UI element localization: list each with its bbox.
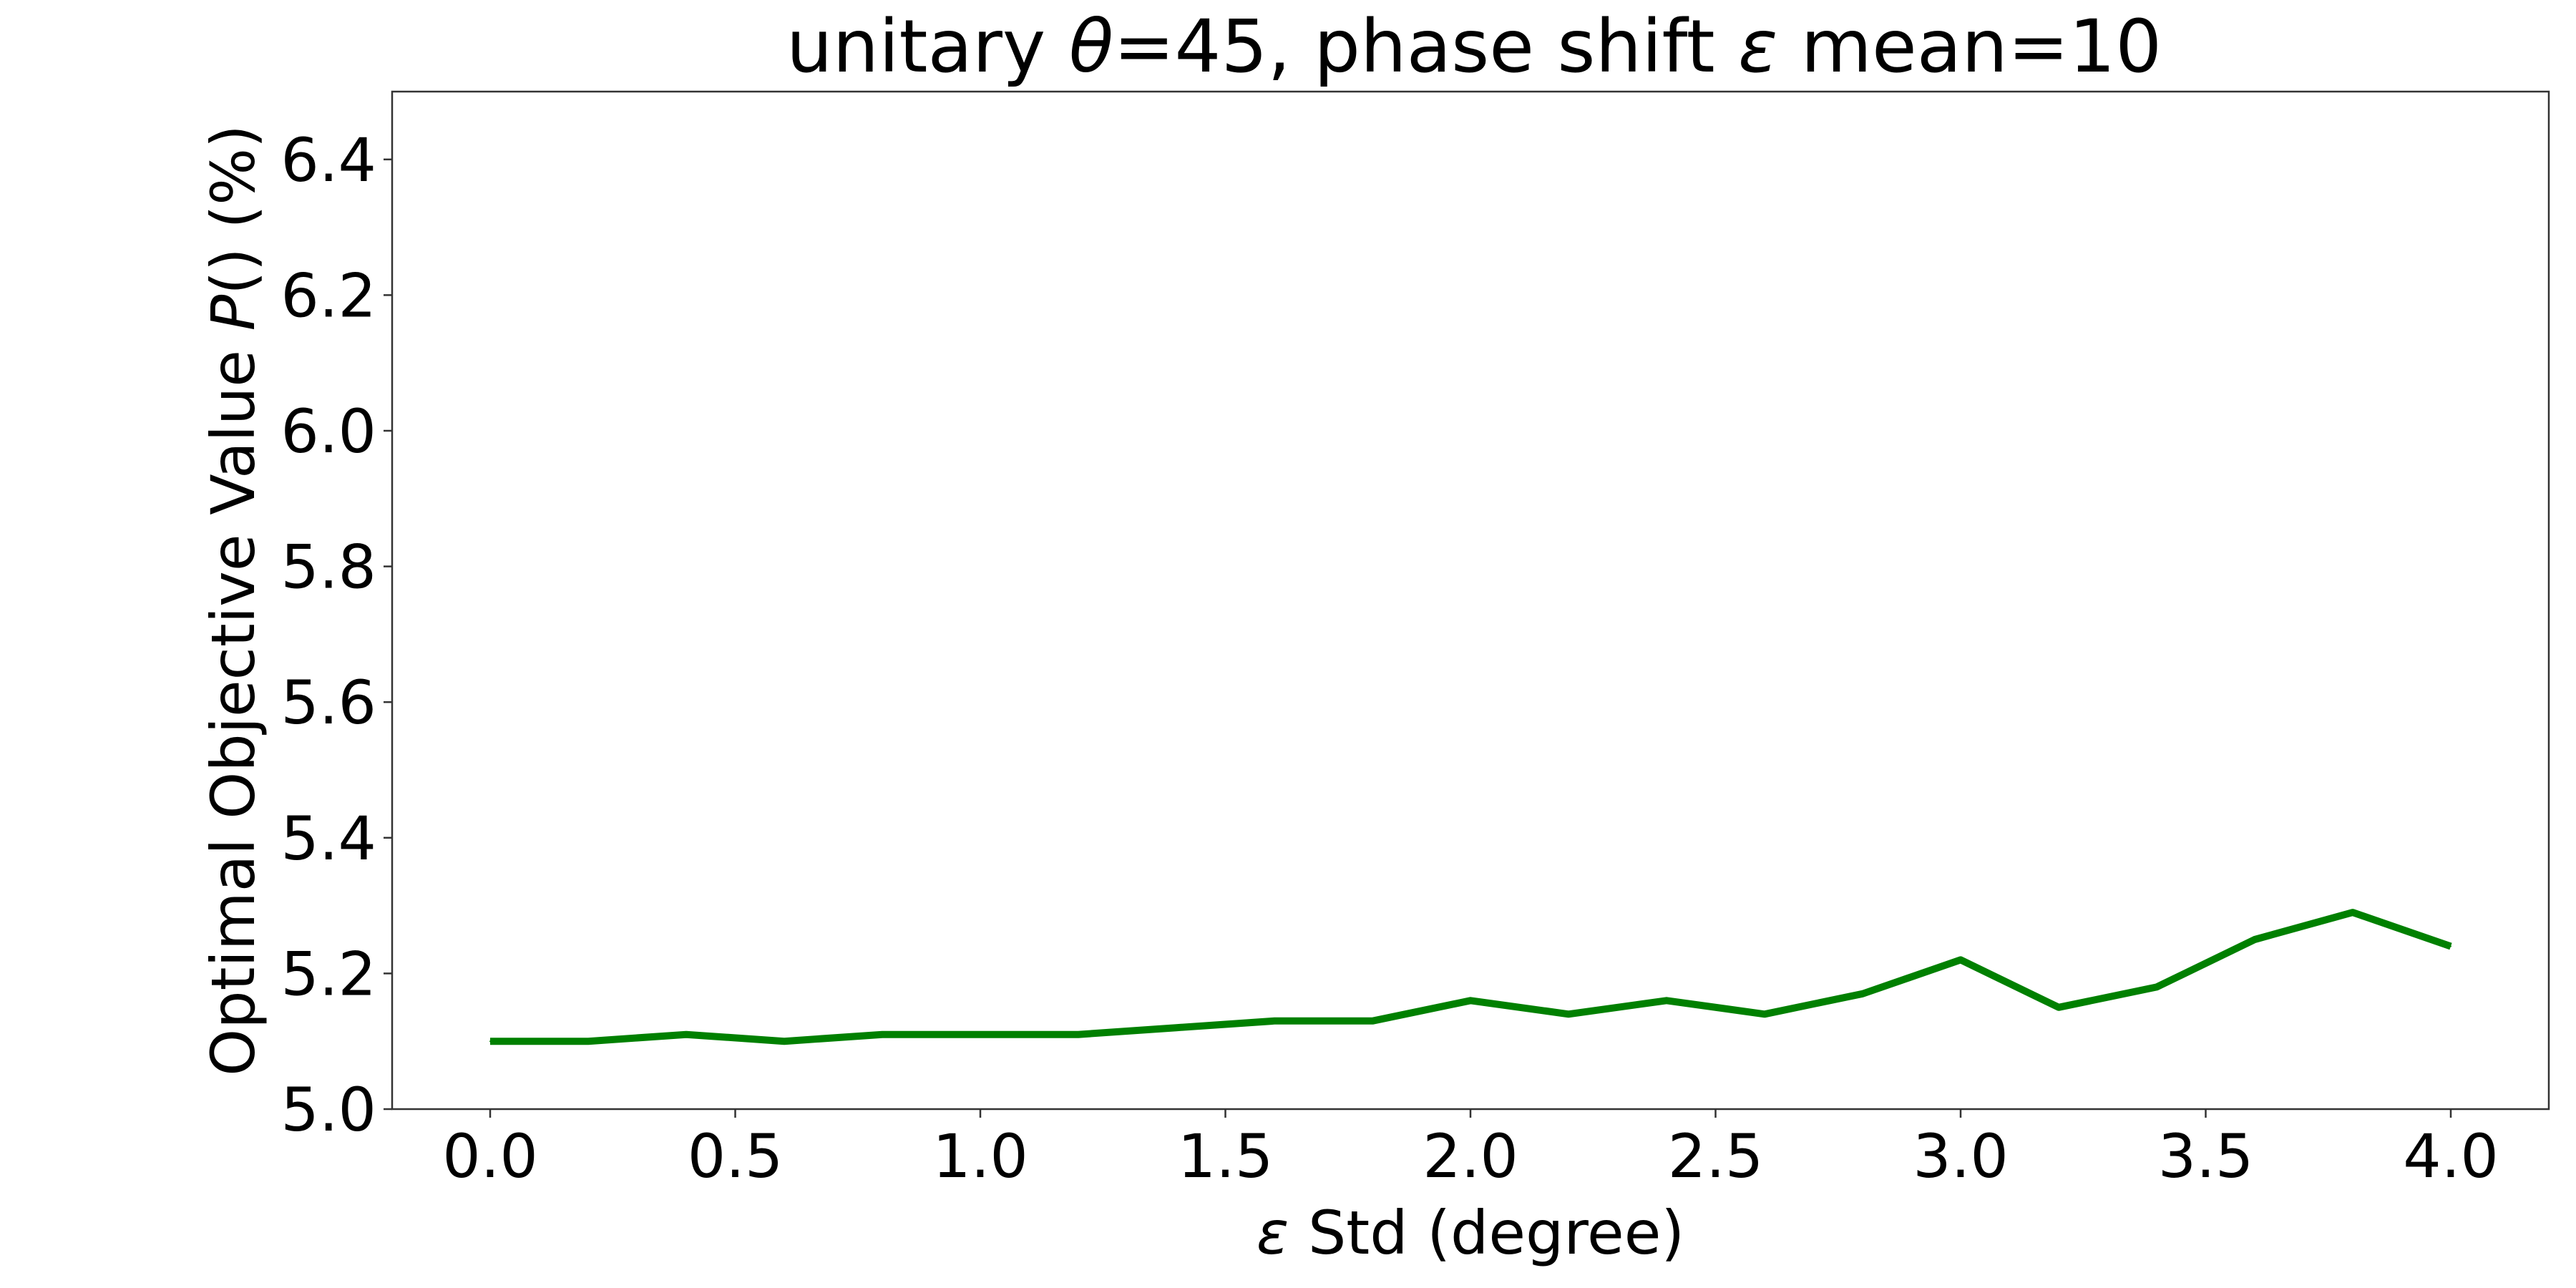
- y-tick-label: 5.6: [280, 668, 376, 738]
- series-0-point: [1960, 959, 1961, 961]
- x-tick-label: 1.5: [1178, 1121, 1274, 1191]
- y-axis-label-symbol: P: [198, 294, 268, 331]
- series-0-point: [980, 1033, 981, 1035]
- series-0-point: [2352, 912, 2353, 914]
- x-tick-label: 4.0: [2403, 1121, 2499, 1191]
- x-axis-label-text: Std (degree): [1289, 1198, 1684, 1268]
- y-tick-label: 6.0: [280, 396, 376, 467]
- chart-title-epsilon: ε: [1738, 4, 1777, 89]
- chart-title-theta: θ: [1069, 4, 1113, 89]
- series-0-point: [1078, 1033, 1079, 1035]
- series-0-point: [489, 1040, 491, 1043]
- series-0-point: [1274, 1020, 1275, 1022]
- y-tick-label: 6.4: [280, 125, 376, 195]
- series-0-point: [1764, 1013, 1765, 1015]
- y-tick-label: 5.2: [280, 939, 376, 1009]
- x-tick-label: 0.0: [442, 1121, 538, 1191]
- x-tick-label: 1.0: [932, 1121, 1028, 1191]
- series-0-point: [2450, 945, 2451, 947]
- series-0-point: [1176, 1027, 1177, 1029]
- chart-title: unitary θ=45, phase shift ε mean=10: [786, 4, 2162, 89]
- series-0-point: [1372, 1020, 1373, 1022]
- y-axis-ticks: 5.0 5.2 5.4 5.6 5.8 6.0 6.2 6.4: [280, 125, 392, 1145]
- series-0-point: [587, 1040, 589, 1043]
- series-group: [489, 909, 2452, 1045]
- series-0-point: [882, 1033, 883, 1035]
- y-axis-label-suffix: () (%): [198, 125, 268, 295]
- series-0-point: [2058, 1006, 2059, 1008]
- x-tick-label: 3.0: [1913, 1121, 2009, 1191]
- series-0-point: [2254, 939, 2255, 940]
- x-axis-label-symbol: ε: [1257, 1198, 1289, 1268]
- y-tick-label: 5.0: [280, 1075, 376, 1145]
- y-tick-label: 5.4: [280, 804, 376, 874]
- series-0-point: [1666, 1000, 1667, 1002]
- series-0-point: [1568, 1013, 1569, 1015]
- y-axis-label: Optimal Objective Value P() (%): [198, 125, 268, 1076]
- series-0-point: [1470, 1000, 1471, 1002]
- chart-title-mid: =45, phase shift: [1113, 4, 1738, 89]
- x-axis-label: ε Std (degree): [1257, 1198, 1684, 1268]
- series-0-point: [1862, 992, 1863, 995]
- x-tick-label: 2.0: [1423, 1121, 1518, 1191]
- y-tick-label: 5.8: [280, 532, 376, 602]
- x-tick-label: 0.5: [688, 1121, 784, 1191]
- series-0-point: [686, 1033, 687, 1035]
- x-tick-label: 2.5: [1668, 1121, 1764, 1191]
- y-tick-label: 6.2: [280, 260, 376, 331]
- x-axis-ticks: 0.0 0.5 1.0 1.5 2.0 2.5 3.0 3.5 4.0: [442, 1109, 2499, 1191]
- series-0-point: [2156, 986, 2157, 988]
- y-axis-label-prefix: Optimal Objective Value: [198, 331, 268, 1075]
- series-0-point: [784, 1040, 785, 1043]
- x-tick-label: 3.5: [2158, 1121, 2254, 1191]
- chart-title-prefix: unitary: [786, 4, 1069, 89]
- chart-title-suffix: mean=10: [1777, 4, 2162, 89]
